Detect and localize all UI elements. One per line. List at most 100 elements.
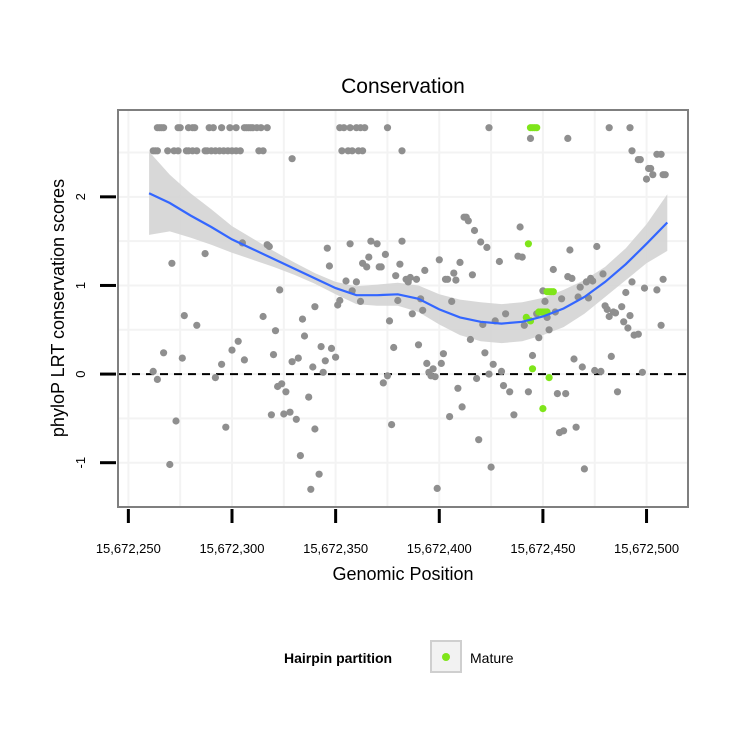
x-axis: 15,672,250 15,672,300 15,672,350 15,672,400… [96, 509, 679, 556]
data-point [506, 388, 514, 396]
data-point [367, 237, 375, 245]
data-point [475, 436, 483, 444]
data-point [298, 315, 307, 323]
data-point [456, 258, 464, 266]
data-point [649, 171, 657, 179]
data-point [319, 368, 327, 376]
data-point [611, 309, 620, 317]
x-tick-label: 15,672,250 [96, 541, 161, 556]
data-point [483, 243, 491, 251]
data-point [160, 124, 168, 132]
data-point [218, 360, 226, 368]
data-point [564, 134, 572, 142]
data-point [622, 288, 630, 297]
data-point [164, 147, 172, 155]
data-point [292, 415, 300, 423]
data-point [280, 410, 288, 418]
data-point [398, 147, 406, 155]
data-point [346, 240, 354, 248]
data-point [640, 284, 649, 292]
data-point [309, 363, 317, 371]
x-tick-label: 15,672,450 [510, 541, 575, 556]
data-point [263, 124, 271, 132]
data-point [518, 253, 526, 261]
panel-border [117, 109, 689, 508]
data-point [439, 350, 447, 358]
data-point [549, 265, 557, 274]
data-point [311, 303, 319, 311]
data-point [311, 425, 319, 433]
data-point [191, 124, 199, 132]
data-point [332, 353, 340, 361]
data-point [377, 263, 385, 271]
data-point [560, 427, 568, 435]
data-point [446, 413, 454, 421]
grid [118, 110, 688, 508]
data-point [638, 368, 647, 376]
x-tick-label: 15,672,500 [614, 541, 679, 556]
data-point [218, 124, 226, 132]
data-point-mature [533, 124, 541, 132]
data-point [485, 124, 493, 132]
data-point [166, 460, 174, 469]
data-point [346, 124, 354, 132]
data-point [528, 351, 537, 360]
y-axis: -1 0 1 2 [73, 193, 116, 468]
data-point [618, 303, 626, 311]
data-point [278, 380, 286, 388]
data-point [545, 326, 553, 334]
data-point [535, 334, 543, 342]
data-point [477, 238, 485, 246]
data-point [437, 359, 445, 367]
data-point [282, 388, 290, 396]
data-point [296, 452, 304, 460]
data-point [356, 297, 365, 305]
data-point [603, 305, 611, 313]
y-tick-label: 2 [73, 193, 88, 200]
y-axis-label: phyloP LRT conservation scores [48, 179, 68, 437]
data-point [325, 262, 333, 270]
data-point [317, 343, 325, 351]
data-point [553, 390, 562, 398]
data-point [520, 321, 528, 329]
data-point [566, 246, 574, 254]
x-tick-label: 15,672,400 [407, 541, 472, 556]
data-point [172, 417, 180, 425]
data-point [510, 411, 518, 419]
data-point [236, 147, 244, 155]
data-point [338, 147, 346, 155]
data-point [240, 356, 248, 364]
data-point-mature [549, 288, 557, 296]
data-point [572, 423, 580, 431]
y-tick-label: -1 [73, 457, 88, 469]
data-point [466, 335, 474, 344]
data-point [392, 272, 400, 280]
data-point [489, 360, 497, 368]
data-point [209, 124, 217, 132]
confidence-band [149, 151, 668, 344]
data-point [429, 365, 437, 373]
data-point [568, 274, 576, 282]
data-point [605, 124, 613, 132]
data-point [180, 312, 188, 320]
data-point [342, 277, 350, 285]
data-point [419, 306, 427, 314]
data-point [396, 260, 404, 268]
data-point [562, 390, 570, 398]
data-point [599, 270, 607, 278]
data-point [470, 226, 479, 235]
data-point [211, 374, 219, 382]
data-point [381, 250, 389, 258]
data-point [450, 269, 458, 277]
data-point [607, 352, 615, 360]
data-point [541, 297, 549, 305]
data-point [642, 175, 651, 183]
chart-title: Conservation [341, 75, 465, 98]
data-point [269, 351, 278, 359]
data-point [193, 147, 201, 155]
data-point [495, 257, 503, 266]
legend: Hairpin partition Mature [284, 640, 514, 673]
data-point [659, 275, 667, 283]
data-point [452, 276, 460, 284]
